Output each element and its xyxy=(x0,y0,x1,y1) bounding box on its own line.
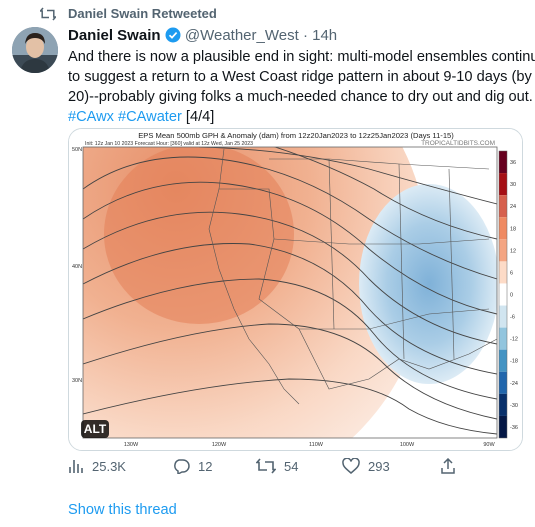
retweet-icon xyxy=(40,7,56,21)
lon-label: 100W xyxy=(400,442,415,448)
colorbar-segment xyxy=(499,195,507,218)
plot-area xyxy=(83,147,497,438)
coordinate-labels: 50N 40N 30N 130W 120W 110W 100W 90W xyxy=(72,147,495,448)
retweet-action-icon xyxy=(256,458,276,474)
colorbar-segment xyxy=(499,371,507,394)
retweet-label: Daniel Swain Retweeted xyxy=(68,6,217,21)
hashtag[interactable]: #CAwater xyxy=(118,109,182,125)
lat-label: 30N xyxy=(72,378,82,384)
avatar-image xyxy=(12,27,58,73)
alt-label: ALT xyxy=(84,422,107,436)
colorbar-label: -24 xyxy=(510,381,518,387)
views-count: 25.3K xyxy=(92,458,126,474)
timestamp[interactable]: 14h xyxy=(312,27,338,44)
retweet-count: 54 xyxy=(284,458,299,474)
tweet-header: Daniel Swain @Weather_West · 14h xyxy=(68,27,337,44)
plot-frame xyxy=(82,146,498,439)
colorbar-label: -6 xyxy=(510,315,515,321)
colorbar: 36 30 24 18 12 6 0 -6 -12 -18 -24 -30 -36 xyxy=(498,150,518,439)
retweet[interactable]: 54 xyxy=(256,458,298,474)
colorbar-segment xyxy=(499,217,507,240)
like-count: 293 xyxy=(368,458,390,474)
map-title: EPS Mean 500mb GPH & Anomaly (dam) from … xyxy=(138,131,454,140)
colorbar-label: -36 xyxy=(510,425,518,431)
colorbar-label: 24 xyxy=(510,204,516,210)
colorbar-label: 18 xyxy=(510,226,516,232)
reply[interactable]: 12 xyxy=(172,458,212,474)
verified-badge xyxy=(165,27,181,43)
like[interactable]: 293 xyxy=(342,458,390,474)
author-name[interactable]: Daniel Swain xyxy=(68,27,161,44)
hashtag[interactable]: #CAwx xyxy=(68,109,114,125)
colorbar-label: 36 xyxy=(510,160,516,166)
reply-count: 12 xyxy=(198,458,213,474)
tweet-image[interactable]: EPS Mean 500mb GPH & Anomaly (dam) from … xyxy=(68,128,523,451)
colorbar-label: -12 xyxy=(510,337,518,343)
colorbar-label: -30 xyxy=(510,403,518,409)
map-subtitle: Init: 12z Jan 10 2023 Forecast Hour: [36… xyxy=(85,141,253,147)
colorbar-segment xyxy=(499,305,507,328)
lon-label: 90W xyxy=(483,442,495,448)
reply-icon xyxy=(174,459,190,474)
lon-label: 110W xyxy=(309,442,324,448)
colorbar-label: 12 xyxy=(510,248,516,254)
colorbar-label: 6 xyxy=(510,270,513,276)
text-line: to suggest a return to a West Coast ridg… xyxy=(68,69,535,85)
colorbar-segment xyxy=(499,261,507,284)
colorbar-frame xyxy=(498,150,508,439)
colorbar-segment xyxy=(499,151,507,174)
alt-badge[interactable] xyxy=(81,420,109,438)
lat-label: 40N xyxy=(72,264,82,270)
colorbar-segment xyxy=(499,349,507,372)
colorbar-label: 0 xyxy=(510,293,513,299)
lon-label: 130W xyxy=(124,442,139,448)
watermark: TROPICALTIDBITS.COM xyxy=(421,140,495,147)
thread-index: [4/4] xyxy=(185,109,215,125)
lon-label: 120W xyxy=(212,442,227,448)
share-icon xyxy=(441,458,455,474)
share[interactable] xyxy=(440,458,456,474)
colorbar-label: 30 xyxy=(510,182,516,188)
author-handle[interactable]: @Weather_West xyxy=(184,27,299,44)
colorbar-segment xyxy=(499,327,507,350)
separator: · xyxy=(302,27,308,44)
colorbar-segment xyxy=(499,415,507,438)
action-bar: 25.3K 12 54 293 xyxy=(68,458,523,478)
colorbar-segment xyxy=(499,283,507,306)
map: EPS Mean 500mb GPH & Anomaly (dam) from … xyxy=(69,129,522,450)
text-line: And there is now a plausible end in sigh… xyxy=(68,49,535,65)
like-icon xyxy=(342,458,360,474)
views-icon xyxy=(69,460,83,473)
colorbar-label: -18 xyxy=(510,359,518,365)
views[interactable]: 25.3K xyxy=(68,458,126,474)
tweet-text: And there is now a plausible end in sigh… xyxy=(68,47,535,127)
lat-label: 50N xyxy=(72,147,82,153)
text-line: 20)--probably giving folks a much-needed… xyxy=(68,89,533,105)
colorbar-segment xyxy=(499,393,507,416)
colorbar-segment xyxy=(499,239,507,262)
text-line: #CAwx #CAwater [4/4] xyxy=(68,107,535,127)
colorbar-segment xyxy=(499,173,507,196)
avatar[interactable] xyxy=(12,27,58,73)
show-thread-link[interactable]: Show this thread xyxy=(68,502,177,518)
